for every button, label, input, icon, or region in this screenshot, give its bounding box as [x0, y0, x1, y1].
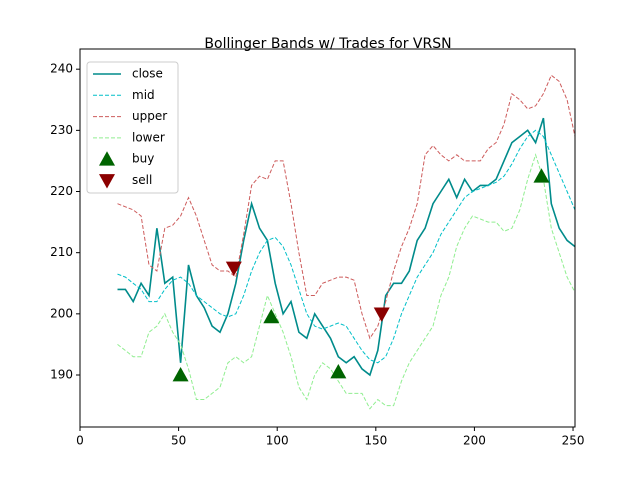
y-tick-label: 200	[50, 306, 73, 320]
series-line	[117, 117, 575, 377]
y-tick-label: 230	[50, 123, 73, 137]
legend-label: sell	[132, 173, 152, 187]
x-tick-label: 150	[364, 434, 387, 448]
legend-marker	[99, 151, 115, 166]
trade-marker	[263, 308, 280, 324]
x-tick-label: 250	[562, 434, 585, 448]
series-line	[117, 74, 575, 340]
x-tick-label: 0	[76, 434, 84, 448]
trade-marker	[330, 363, 347, 379]
y-tick-label: 190	[50, 368, 73, 382]
y-tick-label: 240	[50, 62, 73, 76]
trade-marker	[373, 307, 390, 322]
legend-marker	[99, 174, 115, 189]
x-tick-label: 200	[463, 434, 486, 448]
y-tick-label: 220	[50, 184, 73, 198]
y-tick-label: 210	[50, 245, 73, 259]
legend-label: buy	[132, 152, 154, 166]
legend-label: upper	[132, 109, 167, 123]
legend-label: mid	[132, 88, 155, 102]
trade-marker	[533, 168, 550, 183]
legend-label: close	[132, 67, 163, 81]
series-line	[117, 129, 575, 364]
trade-marker	[172, 367, 189, 382]
x-tick-label: 50	[171, 434, 186, 448]
x-tick-label: 100	[266, 434, 289, 448]
trade-marker	[225, 261, 242, 276]
series-line	[117, 153, 575, 410]
chart-title: Bollinger Bands w/ Trades for VRSN	[204, 36, 451, 52]
legend-label: lower	[132, 130, 165, 144]
plot-frame	[79, 48, 576, 428]
